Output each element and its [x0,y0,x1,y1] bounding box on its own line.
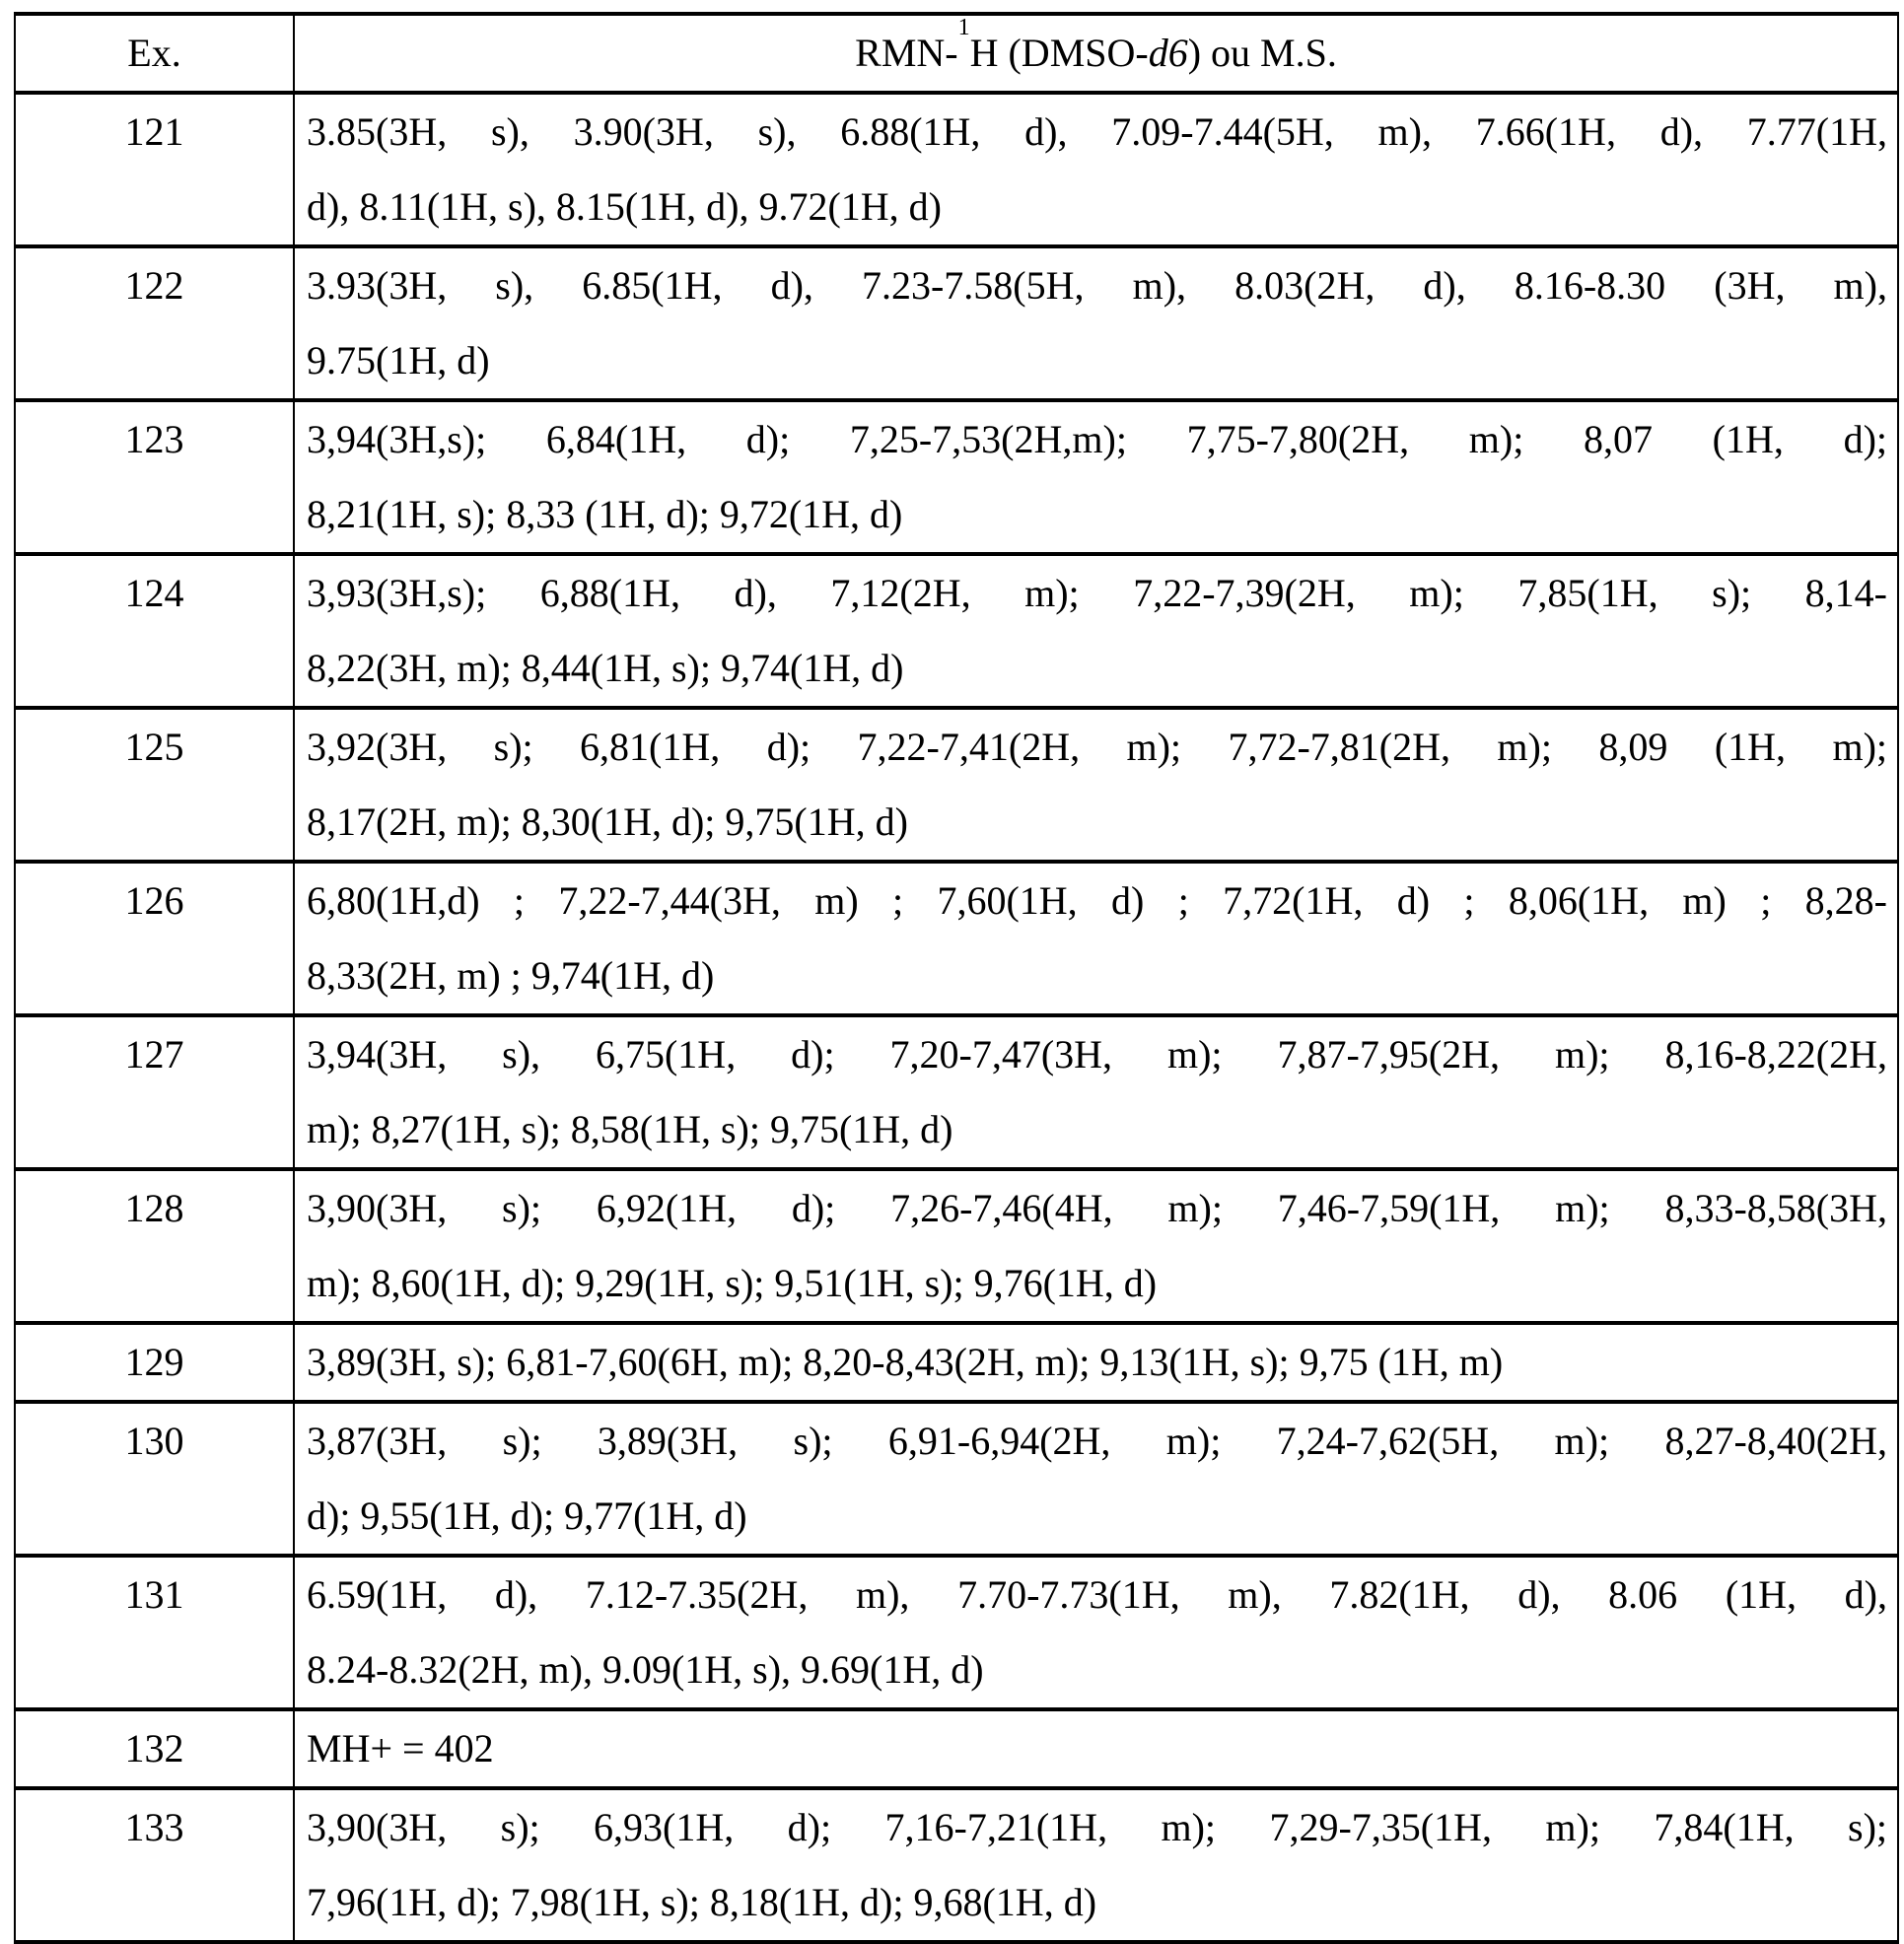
nmr-data-line: 3,90(3H, s); 6,92(1H, d); 7,26-7,46(4H, … [307,1171,1887,1246]
nmr-data-cell: 3,90(3H, s); 6,93(1H, d); 7,16-7,21(1H, … [294,1788,1898,1942]
header-nmr-suffix: ) ou M.S. [1188,31,1337,75]
table-row: 1283,90(3H, s); 6,92(1H, d); 7,26-7,46(4… [15,1169,1898,1323]
example-number: 129 [15,1323,294,1402]
nmr-data-line: d); 9,55(1H, d); 9,77(1H, d) [307,1479,1887,1554]
table-row: 1213.85(3H, s), 3.90(3H, s), 6.88(1H, d)… [15,93,1898,246]
example-number: 132 [15,1709,294,1788]
nmr-data-line: 3.85(3H, s), 3.90(3H, s), 6.88(1H, d), 7… [307,95,1887,170]
nmr-data-cell: 3.85(3H, s), 3.90(3H, s), 6.88(1H, d), 7… [294,93,1898,246]
nmr-data-table: Ex. RMN-1H (DMSO-d6) ou M.S. 1213.85(3H,… [14,12,1899,1944]
nmr-data-line: 6,80(1H,d) ; 7,22-7,44(3H, m) ; 7,60(1H,… [307,864,1887,938]
header-ex: Ex. [15,14,294,93]
example-number: 123 [15,400,294,554]
nmr-data-line: 3,90(3H, s); 6,93(1H, d); 7,16-7,21(1H, … [307,1790,1887,1865]
nmr-data-cell: 3,92(3H, s); 6,81(1H, d); 7,22-7,41(2H, … [294,708,1898,862]
table-row: 1303,87(3H, s); 3,89(3H, s); 6,91-6,94(2… [15,1402,1898,1556]
table-row: 1333,90(3H, s); 6,93(1H, d); 7,16-7,21(1… [15,1788,1898,1942]
nmr-data-cell: 3,94(3H,s); 6,84(1H, d); 7,25-7,53(2H,m)… [294,400,1898,554]
table-row: 1243,93(3H,s); 6,88(1H, d), 7,12(2H, m);… [15,554,1898,708]
example-number: 124 [15,554,294,708]
nmr-data-line: 3,89(3H, s); 6,81-7,60(6H, m); 8,20-8,43… [307,1325,1887,1400]
header-row: Ex. RMN-1H (DMSO-d6) ou M.S. [15,14,1898,93]
header-nmr-italic: d6 [1149,31,1188,75]
example-number: 133 [15,1788,294,1942]
nmr-data-line: MH+ = 402 [307,1711,1887,1786]
nmr-data-cell: 6,80(1H,d) ; 7,22-7,44(3H, m) ; 7,60(1H,… [294,862,1898,1015]
table-row: 1273,94(3H, s), 6,75(1H, d); 7,20-7,47(3… [15,1015,1898,1169]
header-nmr-mid: H (DMSO- [970,31,1149,75]
nmr-data-line: 8,22(3H, m); 8,44(1H, s); 9,74(1H, d) [307,631,1887,706]
example-number: 126 [15,862,294,1015]
example-number: 122 [15,246,294,400]
nmr-data-line: 3.93(3H, s), 6.85(1H, d), 7.23-7.58(5H, … [307,248,1887,323]
table-row: 1316.59(1H, d), 7.12-7.35(2H, m), 7.70-7… [15,1556,1898,1709]
example-number: 125 [15,708,294,862]
nmr-data-line: m); 8,27(1H, s); 8,58(1H, s); 9,75(1H, d… [307,1092,1887,1167]
nmr-data-cell: 3,93(3H,s); 6,88(1H, d), 7,12(2H, m); 7,… [294,554,1898,708]
table-row: 1223.93(3H, s), 6.85(1H, d), 7.23-7.58(5… [15,246,1898,400]
nmr-data-line: 3,94(3H,s); 6,84(1H, d); 7,25-7,53(2H,m)… [307,402,1887,477]
header-nmr-prefix: RMN- [855,31,957,75]
nmr-data-line: 3,94(3H, s), 6,75(1H, d); 7,20-7,47(3H, … [307,1017,1887,1092]
nmr-data-line: 3,87(3H, s); 3,89(3H, s); 6,91-6,94(2H, … [307,1404,1887,1479]
example-number: 128 [15,1169,294,1323]
nmr-data-line: m); 8,60(1H, d); 9,29(1H, s); 9,51(1H, s… [307,1246,1887,1321]
nmr-data-cell: 3,94(3H, s), 6,75(1H, d); 7,20-7,47(3H, … [294,1015,1898,1169]
header-nmr: RMN-1H (DMSO-d6) ou M.S. [294,14,1898,93]
nmr-data-line: 3,93(3H,s); 6,88(1H, d), 7,12(2H, m); 7,… [307,556,1887,631]
nmr-data-line: 8.24-8.32(2H, m), 9.09(1H, s), 9.69(1H, … [307,1632,1887,1707]
header-nmr-sup: 1 [958,15,970,40]
example-number: 121 [15,93,294,246]
nmr-data-line: 6.59(1H, d), 7.12-7.35(2H, m), 7.70-7.73… [307,1558,1887,1632]
nmr-data-line: 8,21(1H, s); 8,33 (1H, d); 9,72(1H, d) [307,477,1887,552]
nmr-data-line: d), 8.11(1H, s), 8.15(1H, d), 9.72(1H, d… [307,170,1887,244]
nmr-data-cell: 3,89(3H, s); 6,81-7,60(6H, m); 8,20-8,43… [294,1323,1898,1402]
table-row: 1233,94(3H,s); 6,84(1H, d); 7,25-7,53(2H… [15,400,1898,554]
nmr-data-line: 7,96(1H, d); 7,98(1H, s); 8,18(1H, d); 9… [307,1865,1887,1940]
nmr-data-line: 3,92(3H, s); 6,81(1H, d); 7,22-7,41(2H, … [307,710,1887,785]
nmr-data-line: 9.75(1H, d) [307,323,1887,398]
example-number: 130 [15,1402,294,1556]
nmr-data-line: 8,17(2H, m); 8,30(1H, d); 9,75(1H, d) [307,785,1887,860]
nmr-data-cell: MH+ = 402 [294,1709,1898,1788]
nmr-data-cell: 6.59(1H, d), 7.12-7.35(2H, m), 7.70-7.73… [294,1556,1898,1709]
table-row: 1253,92(3H, s); 6,81(1H, d); 7,22-7,41(2… [15,708,1898,862]
table-row: 1293,89(3H, s); 6,81-7,60(6H, m); 8,20-8… [15,1323,1898,1402]
table-row: 132MH+ = 402 [15,1709,1898,1788]
table-row: 1266,80(1H,d) ; 7,22-7,44(3H, m) ; 7,60(… [15,862,1898,1015]
nmr-data-line: 8,33(2H, m) ; 9,74(1H, d) [307,938,1887,1013]
example-number: 127 [15,1015,294,1169]
nmr-data-cell: 3,90(3H, s); 6,92(1H, d); 7,26-7,46(4H, … [294,1169,1898,1323]
example-number: 131 [15,1556,294,1709]
nmr-data-cell: 3,87(3H, s); 3,89(3H, s); 6,91-6,94(2H, … [294,1402,1898,1556]
nmr-data-cell: 3.93(3H, s), 6.85(1H, d), 7.23-7.58(5H, … [294,246,1898,400]
